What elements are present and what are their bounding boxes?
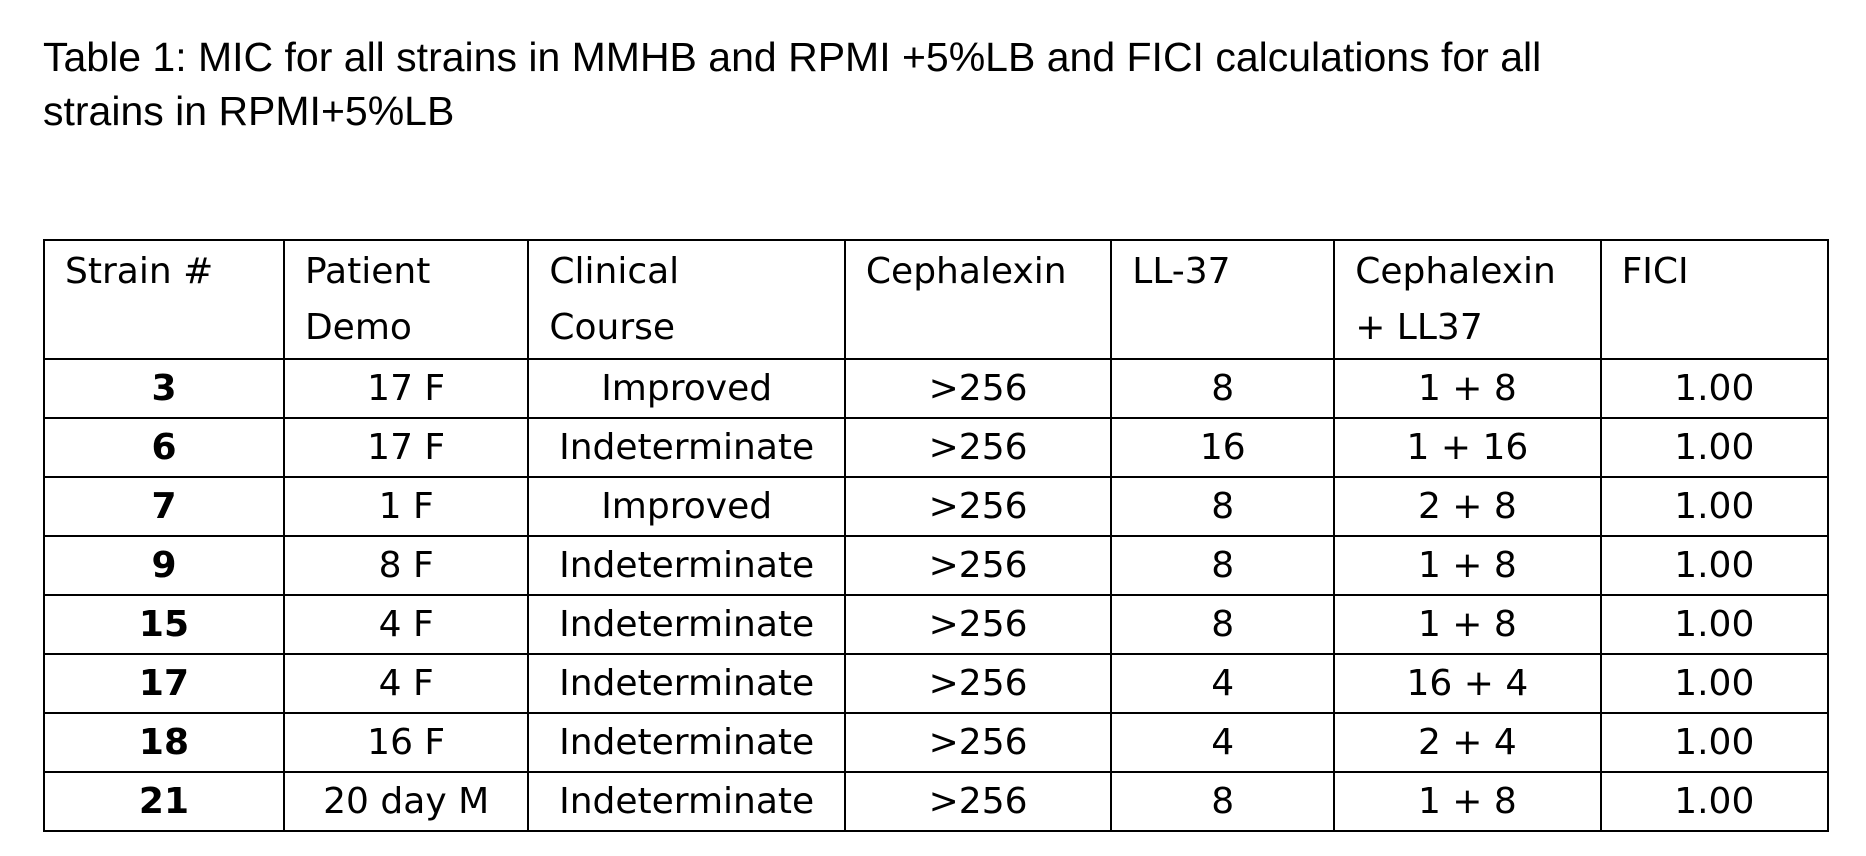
cell-patient-demo: 17 F (282, 358, 530, 419)
cell-ll37: 8 (1110, 594, 1336, 655)
cell-fici: 1.00 (1599, 476, 1830, 537)
header-fici: FICI (1599, 239, 1830, 360)
cell-cephalexin-ll37: 1 + 16 (1333, 417, 1602, 478)
cell-ll37: 4 (1110, 712, 1336, 773)
header-patient-demo-line1: Patient (304, 251, 431, 292)
table-header: Strain # Patient Demo Clinical Course Ceph… (43, 239, 1830, 360)
header-ll37-line1: LL-37 (1132, 251, 1231, 292)
cell-cephalexin-ll37: 1 + 8 (1333, 358, 1602, 419)
cell-fici: 1.00 (1599, 771, 1830, 832)
cell-strain: 3 (43, 358, 285, 419)
cell-patient-demo: 1 F (282, 476, 530, 537)
cell-clinical-course: Indeterminate (527, 417, 846, 478)
cell-cephalexin-ll37: 16 + 4 (1333, 653, 1602, 714)
header-clinical-course: Clinical Course (527, 239, 846, 360)
header-cephalexin: Cephalexin (843, 239, 1113, 360)
cell-ll37: 8 (1110, 771, 1336, 832)
table-caption: Table 1: MIC for all strains in MMHB and… (43, 30, 1783, 138)
cell-patient-demo: 16 F (282, 712, 530, 773)
table-row: 7 1 F Improved >256 8 2 + 8 1.00 (43, 476, 1830, 537)
cell-cephalexin: >256 (843, 594, 1113, 655)
cell-strain: 6 (43, 417, 285, 478)
table-row: 21 20 day M Indeterminate >256 8 1 + 8 1… (43, 771, 1830, 832)
cell-clinical-course: Indeterminate (527, 594, 846, 655)
cell-fici: 1.00 (1599, 712, 1830, 773)
cell-cephalexin: >256 (843, 653, 1113, 714)
cell-patient-demo: 8 F (282, 535, 530, 596)
header-row: Strain # Patient Demo Clinical Course Ceph… (43, 239, 1830, 360)
cell-fici: 1.00 (1599, 594, 1830, 655)
cell-cephalexin: >256 (843, 358, 1113, 419)
header-patient-demo-line2: Demo (304, 307, 412, 348)
cell-strain: 15 (43, 594, 285, 655)
header-strain: Strain # (43, 239, 285, 360)
table-body: 3 17 F Improved >256 8 1 + 8 1.00 6 17 F… (43, 358, 1830, 832)
cell-fici: 1.00 (1599, 653, 1830, 714)
cell-cephalexin: >256 (843, 535, 1113, 596)
cell-fici: 1.00 (1599, 358, 1830, 419)
header-cephalexin-ll37-line1: Cephalexin (1355, 251, 1556, 292)
mic-table: Strain # Patient Demo Clinical Course Ceph… (43, 239, 1830, 832)
cell-patient-demo: 20 day M (282, 771, 530, 832)
header-cephalexin-line1: Cephalexin (865, 251, 1067, 292)
table-row: 3 17 F Improved >256 8 1 + 8 1.00 (43, 358, 1830, 419)
header-cephalexin-ll37: Cephalexin + LL37 (1333, 239, 1602, 360)
cell-patient-demo: 4 F (282, 653, 530, 714)
cell-clinical-course: Indeterminate (527, 653, 846, 714)
cell-cephalexin-ll37: 1 + 8 (1333, 594, 1602, 655)
header-ll37: LL-37 (1110, 239, 1336, 360)
cell-cephalexin-ll37: 2 + 4 (1333, 712, 1602, 773)
cell-strain: 18 (43, 712, 285, 773)
cell-cephalexin: >256 (843, 712, 1113, 773)
caption-line-2: strains in RPMI+5%LB (43, 88, 455, 134)
header-cephalexin-ll37-line2: + LL37 (1355, 307, 1483, 348)
table-row: 6 17 F Indeterminate >256 16 1 + 16 1.00 (43, 417, 1830, 478)
cell-strain: 17 (43, 653, 285, 714)
cell-strain: 7 (43, 476, 285, 537)
cell-ll37: 8 (1110, 358, 1336, 419)
cell-ll37: 16 (1110, 417, 1336, 478)
caption-line-1: Table 1: MIC for all strains in MMHB and… (43, 34, 1542, 80)
cell-fici: 1.00 (1599, 417, 1830, 478)
cell-cephalexin: >256 (843, 417, 1113, 478)
cell-ll37: 8 (1110, 476, 1336, 537)
table-row: 15 4 F Indeterminate >256 8 1 + 8 1.00 (43, 594, 1830, 655)
cell-clinical-course: Indeterminate (527, 771, 846, 832)
table-row: 9 8 F Indeterminate >256 8 1 + 8 1.00 (43, 535, 1830, 596)
cell-patient-demo: 4 F (282, 594, 530, 655)
cell-cephalexin: >256 (843, 771, 1113, 832)
cell-clinical-course: Indeterminate (527, 535, 846, 596)
header-fici-line1: FICI (1621, 251, 1689, 292)
cell-cephalexin-ll37: 1 + 8 (1333, 771, 1602, 832)
header-clinical-course-line1: Clinical (549, 251, 680, 292)
cell-cephalexin-ll37: 1 + 8 (1333, 535, 1602, 596)
table-row: 18 16 F Indeterminate >256 4 2 + 4 1.00 (43, 712, 1830, 773)
cell-fici: 1.00 (1599, 535, 1830, 596)
cell-ll37: 8 (1110, 535, 1336, 596)
header-patient-demo: Patient Demo (282, 239, 530, 360)
cell-patient-demo: 17 F (282, 417, 530, 478)
cell-clinical-course: Indeterminate (527, 712, 846, 773)
cell-cephalexin: >256 (843, 476, 1113, 537)
header-clinical-course-line2: Course (549, 307, 676, 348)
table-row: 17 4 F Indeterminate >256 4 16 + 4 1.00 (43, 653, 1830, 714)
cell-clinical-course: Improved (527, 476, 846, 537)
cell-strain: 9 (43, 535, 285, 596)
cell-ll37: 4 (1110, 653, 1336, 714)
cell-cephalexin-ll37: 2 + 8 (1333, 476, 1602, 537)
cell-strain: 21 (43, 771, 285, 832)
cell-clinical-course: Improved (527, 358, 846, 419)
header-strain-line1: Strain # (65, 251, 214, 292)
